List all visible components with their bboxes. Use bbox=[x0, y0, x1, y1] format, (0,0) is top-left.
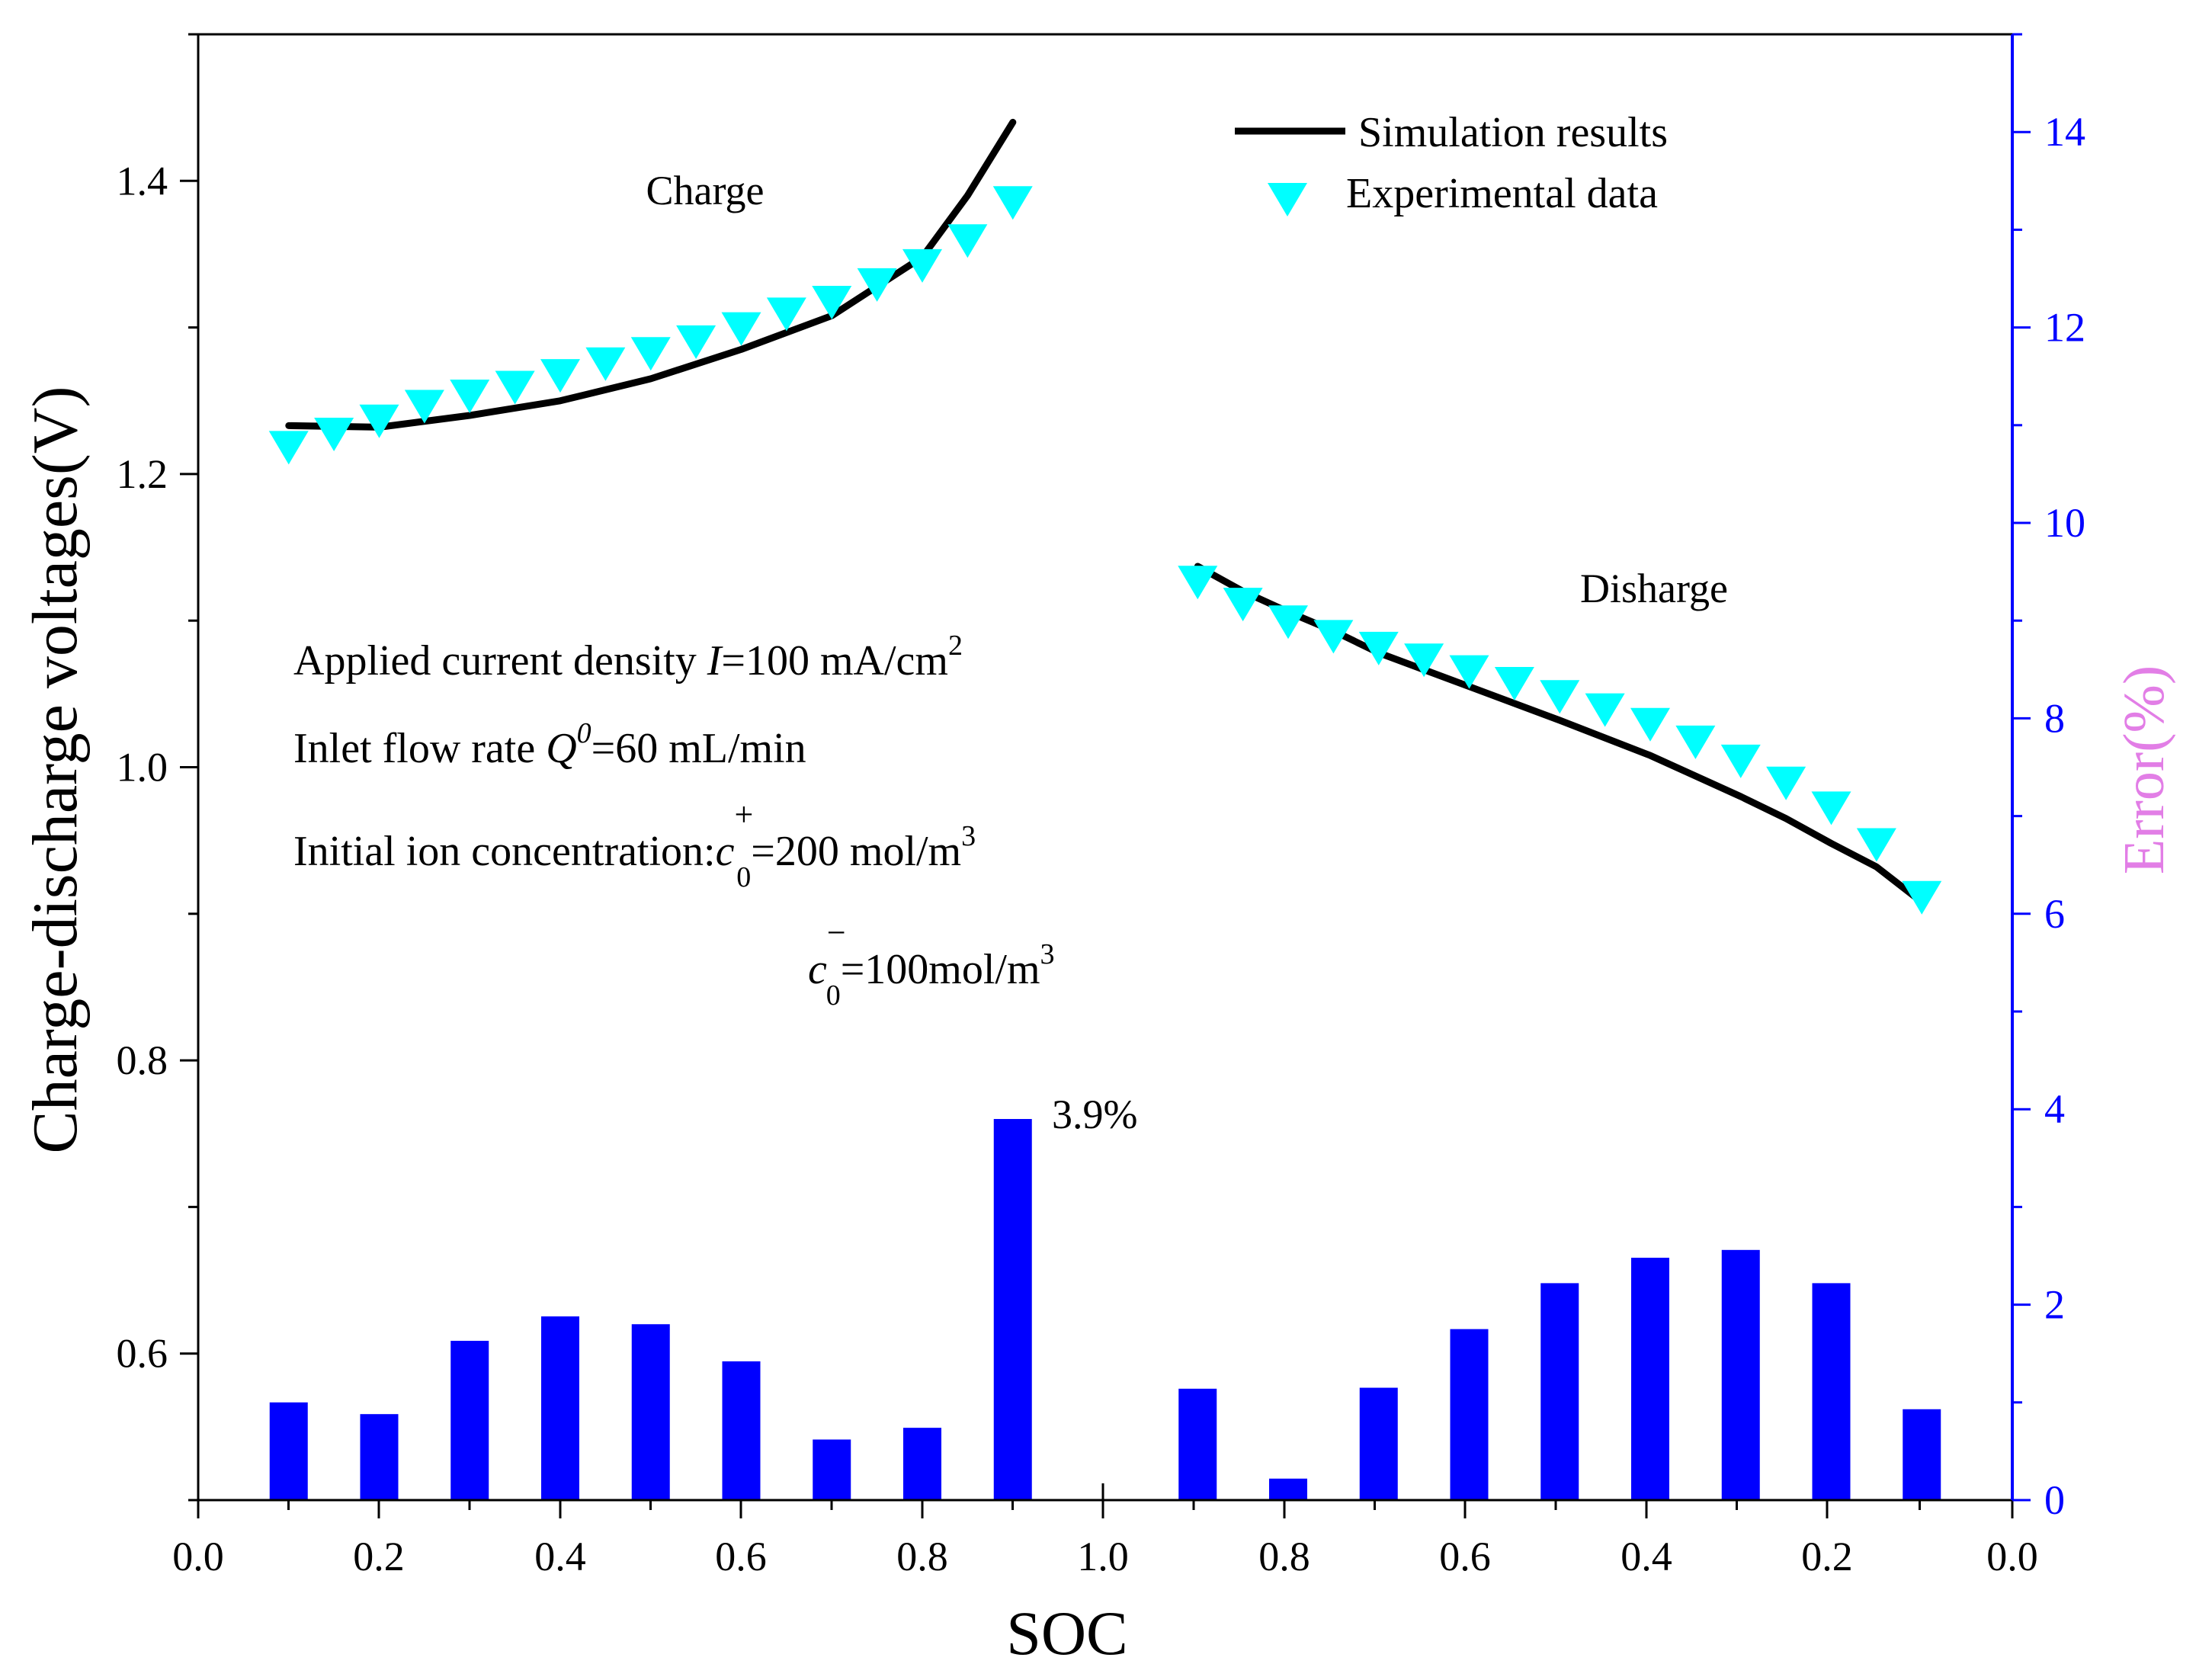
error-bar bbox=[1812, 1283, 1851, 1500]
experimental-point bbox=[268, 431, 309, 465]
y-left-tick-label: 1.4 bbox=[117, 158, 168, 204]
experimental-point bbox=[314, 418, 354, 452]
experimental-point bbox=[1313, 620, 1354, 654]
condition-line-flow-rate: Inlet flow rate Q0=60 mL/min bbox=[293, 717, 806, 772]
experimental-point bbox=[1404, 643, 1444, 678]
experimental-point bbox=[1540, 680, 1580, 714]
charge-label: Charge bbox=[646, 168, 765, 213]
experimental-point bbox=[404, 390, 444, 424]
error-bar bbox=[1359, 1387, 1398, 1500]
error-bar bbox=[269, 1402, 308, 1500]
experimental-point bbox=[1449, 655, 1489, 689]
discharge-label: Disharge bbox=[1580, 566, 1728, 611]
error-bar bbox=[1540, 1283, 1579, 1500]
x-tick-label: 0.0 bbox=[172, 1534, 224, 1579]
error-bar bbox=[1721, 1249, 1760, 1500]
y-right-tick-label: 4 bbox=[2044, 1086, 2065, 1132]
legend-entry-simulation: Simulation results bbox=[1358, 109, 1668, 156]
experimental-point bbox=[1268, 605, 1308, 640]
experimental-point bbox=[495, 370, 535, 405]
y-right-tick-label: 2 bbox=[2044, 1282, 2065, 1328]
experimental-point bbox=[1178, 566, 1218, 600]
experimental-point bbox=[676, 325, 716, 359]
x-tick-label: 0.4 bbox=[1621, 1534, 1672, 1579]
y-left-tick-label: 1.2 bbox=[117, 451, 168, 497]
experimental-point bbox=[630, 337, 671, 371]
experimental-point bbox=[812, 285, 852, 319]
y-right-tick-label: 14 bbox=[2044, 109, 2085, 155]
condition-line-ion-concentration-minus: c− 0=100mol/m3 bbox=[808, 914, 1055, 1012]
y-axis-right-title: Error(%) bbox=[2112, 665, 2176, 874]
condition-line-ion-concentration-plus: Initial ion concentration:c+ 0=200 mol/m3 bbox=[293, 796, 976, 893]
x-tick-label: 0.8 bbox=[1258, 1534, 1310, 1579]
x-tick-label: 0.6 bbox=[1439, 1534, 1491, 1579]
experimental-point bbox=[1585, 693, 1625, 727]
experimental-point bbox=[540, 359, 580, 393]
legend: Simulation results Experimental data bbox=[1235, 109, 1668, 217]
experimental-point bbox=[1856, 828, 1896, 862]
experimental-point bbox=[766, 297, 806, 332]
error-bar bbox=[813, 1439, 851, 1500]
experimental-point bbox=[1675, 725, 1716, 759]
x-tick-label: 0.6 bbox=[715, 1534, 767, 1579]
experimental-point bbox=[359, 404, 399, 438]
error-bar bbox=[541, 1316, 579, 1500]
legend-entry-experimental: Experimental data bbox=[1346, 170, 1658, 217]
bar-peak-label: 3.9% bbox=[1052, 1092, 1137, 1137]
x-tick-label: 0.2 bbox=[1801, 1534, 1853, 1579]
condition-line-current-density: Applied current density I=100 mA/cm2 bbox=[293, 630, 963, 685]
error-bar bbox=[1269, 1478, 1307, 1500]
experimental-point bbox=[992, 186, 1033, 220]
x-axis-title: SOC bbox=[1006, 1598, 1128, 1668]
tick-labels: 0.0 0.2 0.4 0.6 0.8 1.0 0.8 0.6 0.4 0.2 0.0 0.6 0.8 1… bbox=[117, 109, 2086, 1579]
experimental-point bbox=[585, 347, 626, 381]
experimental-point bbox=[721, 312, 761, 346]
error-bar bbox=[1903, 1409, 1941, 1500]
experimental-point bbox=[450, 380, 490, 414]
error-bar bbox=[1450, 1329, 1489, 1500]
x-tick-label: 1.0 bbox=[1077, 1534, 1129, 1579]
error-bar bbox=[1631, 1258, 1669, 1500]
y-right-tick-label: 0 bbox=[2044, 1477, 2065, 1523]
y-right-tick-label: 10 bbox=[2044, 500, 2085, 546]
experimental-point bbox=[1223, 588, 1263, 622]
experimental-point bbox=[857, 268, 897, 302]
experimental-point bbox=[1630, 707, 1670, 742]
error-bar bbox=[450, 1341, 489, 1500]
error-bar bbox=[993, 1119, 1032, 1500]
error-bars bbox=[269, 1119, 1941, 1500]
y-right-tick-label: 6 bbox=[2044, 891, 2065, 937]
x-tick-label: 0.4 bbox=[534, 1534, 586, 1579]
experimental-point bbox=[947, 224, 988, 258]
legend-triangle-marker bbox=[1268, 183, 1307, 216]
tick-marks bbox=[180, 33, 2031, 1518]
y-right-tick-label: 12 bbox=[2044, 305, 2085, 351]
error-bar bbox=[722, 1361, 761, 1500]
experimental-point bbox=[1902, 880, 1942, 915]
x-tick-label: 0.0 bbox=[1986, 1534, 2038, 1579]
y-left-tick-label: 0.8 bbox=[117, 1037, 168, 1083]
experimental-point bbox=[1811, 791, 1851, 826]
y-axis-left-title: Charge-discharge voltages(V) bbox=[20, 386, 91, 1154]
experimental-point bbox=[902, 248, 942, 283]
error-bar bbox=[360, 1414, 399, 1500]
y-left-tick-label: 1.0 bbox=[117, 745, 168, 790]
error-bar bbox=[1178, 1388, 1217, 1500]
experimental-point bbox=[1720, 744, 1761, 778]
experimental-point bbox=[1358, 631, 1399, 665]
experimental-point bbox=[1494, 666, 1534, 701]
conditions-annotation: Applied current density I=100 mA/cm2 Inl… bbox=[293, 630, 1055, 1012]
x-tick-label: 0.2 bbox=[353, 1534, 405, 1579]
experimental-point bbox=[1766, 766, 1806, 800]
error-bar bbox=[903, 1428, 941, 1500]
experimental-points bbox=[268, 186, 1942, 915]
error-bar bbox=[631, 1324, 670, 1500]
x-tick-label: 0.8 bbox=[896, 1534, 948, 1579]
y-left-tick-label: 0.6 bbox=[117, 1331, 168, 1377]
y-right-tick-label: 8 bbox=[2044, 695, 2065, 741]
